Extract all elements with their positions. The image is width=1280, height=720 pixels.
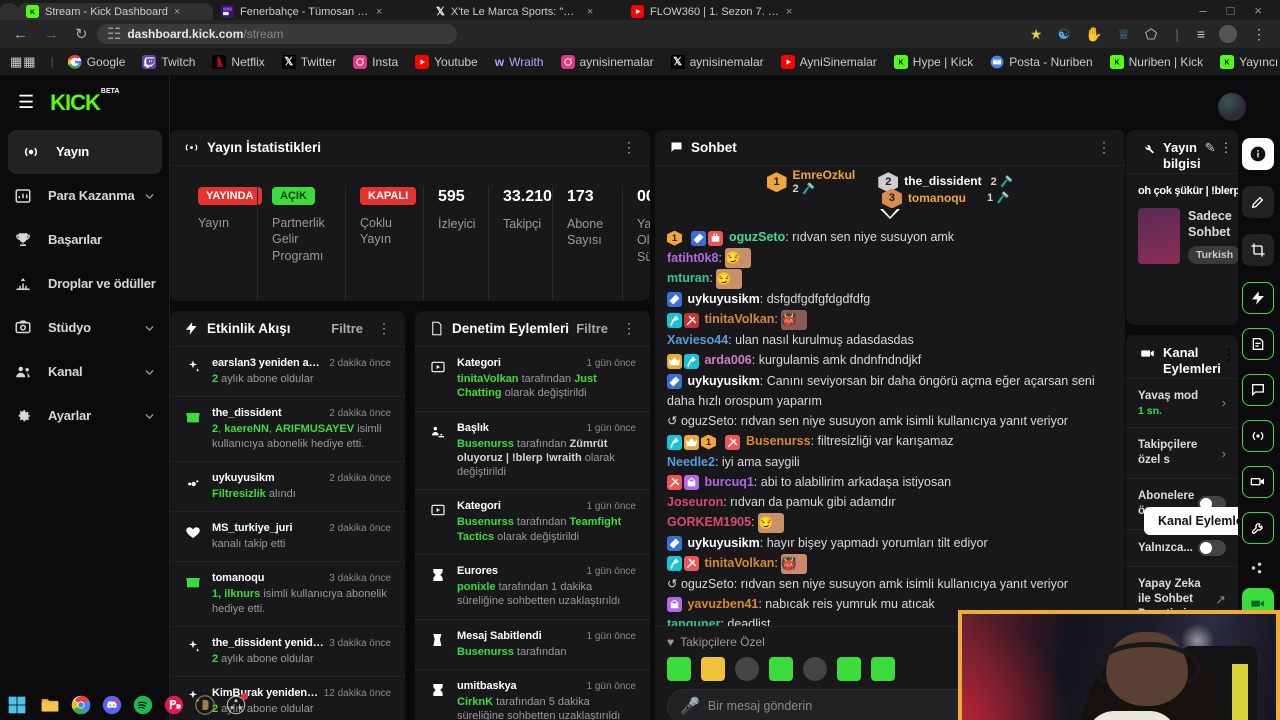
svg-text:K: K: [1114, 59, 1119, 66]
svg-text:K: K: [30, 9, 35, 16]
svg-text:K: K: [1225, 59, 1230, 66]
svg-text:K: K: [898, 59, 903, 66]
